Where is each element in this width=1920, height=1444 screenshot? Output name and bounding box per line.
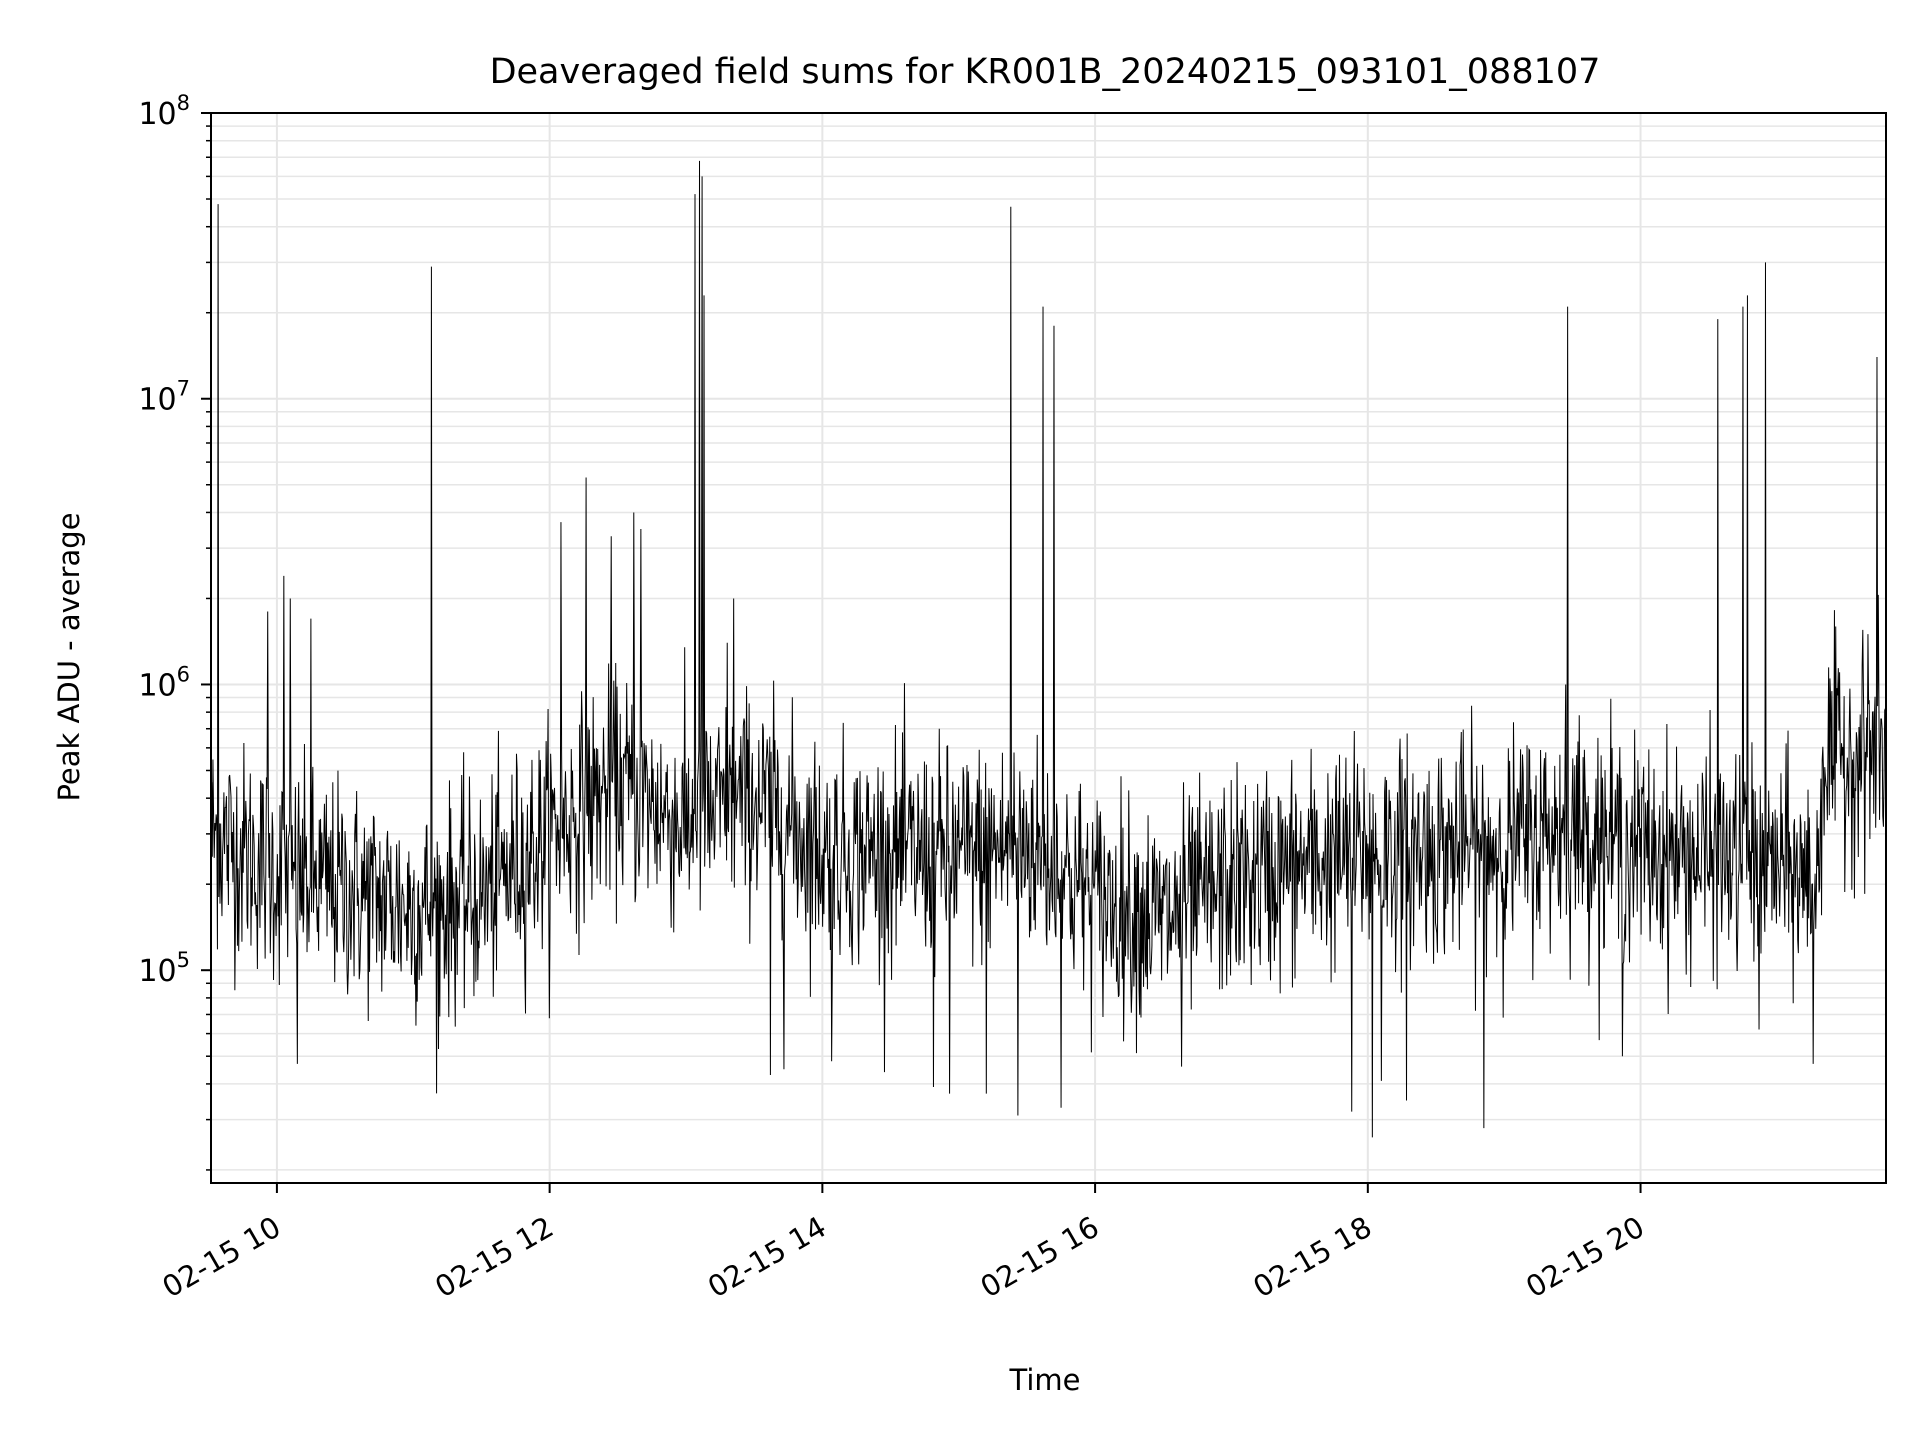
y-tick-label: 107	[138, 377, 190, 418]
plot-area	[211, 160, 1886, 1138]
x-axis-label: Time	[1009, 1363, 1081, 1397]
y-axis-label: Peak ADU - average	[52, 512, 86, 801]
y-axis-ticks: 105 106 107 108	[138, 91, 211, 1171]
y-tick-label: 108	[138, 91, 190, 132]
y-tick-label: 106	[138, 662, 190, 703]
y-tick-label: 105	[138, 948, 190, 989]
series-line	[211, 160, 1886, 1138]
chart-title: Deaveraged field sums for KR001B_2024021…	[490, 52, 1601, 92]
axes-frame	[210, 112, 1887, 1184]
